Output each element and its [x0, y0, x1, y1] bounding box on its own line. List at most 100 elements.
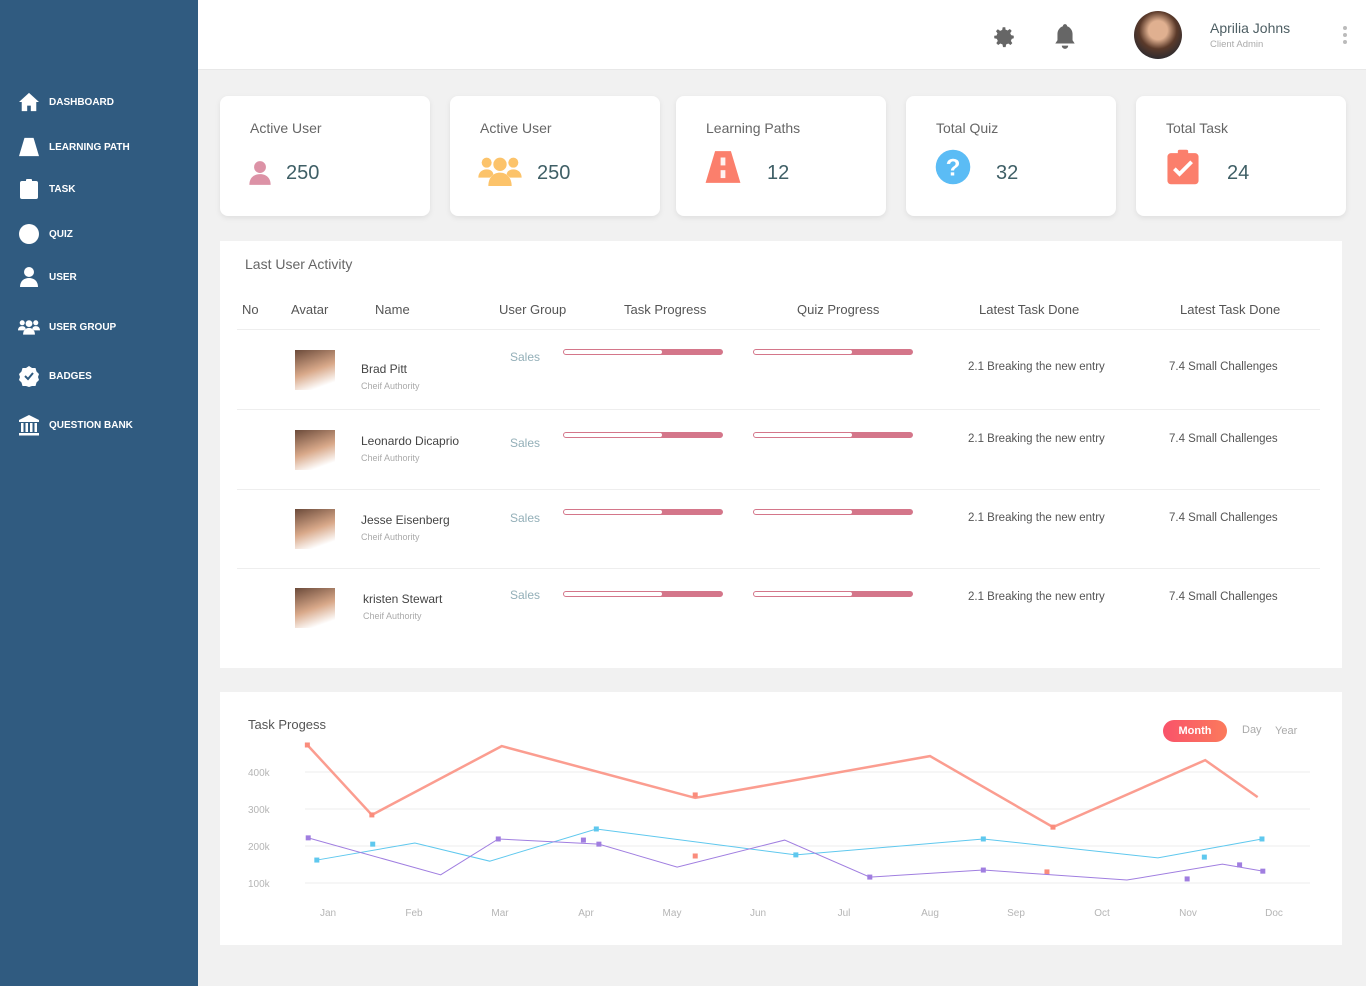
user-group: Sales [510, 436, 541, 450]
users-icon [18, 316, 40, 338]
sidebar-item-label: USER [49, 271, 77, 283]
svg-text:?: ? [946, 155, 961, 182]
data-point-red [692, 853, 698, 859]
sidebar-item-user[interactable]: USER [18, 266, 77, 288]
task-progress-chart: 100k 200k 300k 400k Jan Feb Mar Apr May Jun Jul Aug… [248, 742, 1310, 919]
sidebar-item-label: BADGES [49, 370, 92, 382]
y-tick-label: 300k [248, 805, 271, 816]
data-point-blue [370, 841, 376, 847]
task-progress-bar [563, 432, 723, 438]
user-icon [18, 266, 40, 288]
latest-task-done: 2.1 Breaking the new entry [968, 361, 1105, 373]
quiz-progress-bar [753, 432, 913, 438]
y-tick-label: 200k [248, 842, 271, 853]
x-tick-label: Apr [578, 908, 594, 919]
sidebar-item-question-bank[interactable]: QUESTION BANK [18, 414, 133, 436]
data-point-blue [314, 857, 320, 863]
stat-card-active-user[interactable]: Active User 250 [450, 96, 660, 216]
card-title: Total Quiz [936, 120, 999, 136]
gear-icon[interactable] [991, 24, 1017, 50]
data-point-red [1050, 824, 1056, 830]
latest-task-done-2: 7.4 Small Challenges [1169, 361, 1278, 373]
column-header: User Group [499, 302, 567, 317]
more-options-icon[interactable] [1343, 26, 1347, 44]
table-row[interactable]: Leonardo Dicaprio Cheif Authority Sales … [237, 410, 1320, 490]
user-group: Sales [510, 350, 541, 364]
road-icon [704, 148, 742, 191]
users-icon [478, 156, 522, 191]
stat-card-total-task[interactable]: Total Task 24 [1136, 96, 1346, 216]
x-tick-label: May [663, 908, 682, 919]
stat-card-total-quiz[interactable]: Total Quiz ? 32 [906, 96, 1116, 216]
column-header: Latest Task Done [1180, 302, 1281, 317]
data-point-red [692, 792, 698, 798]
y-tick-label: 100k [248, 879, 271, 890]
task-progress-bar [563, 509, 723, 515]
series-line-red [306, 744, 1259, 829]
user-group: Sales [510, 511, 541, 525]
data-point-purple [580, 837, 586, 843]
clipboard-check-icon [18, 178, 40, 200]
latest-task-done-2: 7.4 Small Challenges [1169, 591, 1278, 603]
stat-card-learning-paths[interactable]: Learning Paths 12 [676, 96, 886, 216]
quiz-progress-bar [753, 591, 913, 597]
card-value: 32 [996, 162, 1019, 184]
panel-title: Last User Activity [245, 256, 353, 272]
user-name[interactable]: kristen Stewart [363, 592, 443, 606]
latest-task-done-2: 7.4 Small Challenges [1169, 433, 1278, 445]
sidebar-item-dashboard[interactable]: DASHBOARD [18, 91, 114, 113]
x-tick-label: Mar [491, 908, 509, 919]
user-name[interactable]: Leonardo Dicaprio [361, 434, 460, 448]
table-row[interactable]: kristen Stewart Cheif Authority Sales 2.… [237, 569, 1320, 649]
bank-icon [18, 414, 40, 436]
user-role: Cheif Authority [361, 453, 420, 463]
data-point-blue [1259, 836, 1265, 842]
stat-card-active-user[interactable]: Active User 250 [220, 96, 430, 216]
sidebar-item-label: TASK [49, 183, 76, 195]
x-tick-label: Doc [1265, 908, 1283, 919]
column-header: Avatar [291, 302, 329, 317]
x-tick-label: Oct [1094, 908, 1110, 919]
data-point-red [304, 742, 310, 748]
card-value: 250 [286, 162, 320, 184]
top-header: Aprilia Johns Client Admin [198, 0, 1366, 70]
table-row[interactable]: Jesse Eisenberg Cheif Authority Sales 2.… [237, 489, 1320, 569]
day-toggle[interactable]: Day [1242, 724, 1262, 736]
user-name[interactable]: Jesse Eisenberg [361, 513, 450, 527]
year-toggle[interactable]: Year [1275, 725, 1298, 737]
sidebar-item-user-group[interactable]: USER GROUP [18, 316, 116, 338]
latest-task-done: 2.1 Breaking the new entry [968, 591, 1105, 603]
sidebar-item-label: USER GROUP [49, 321, 117, 333]
bell-icon[interactable] [1052, 23, 1078, 51]
sidebar-item-badges[interactable]: BADGES [18, 365, 92, 387]
user-name[interactable]: Brad Pitt [361, 362, 408, 376]
data-point-purple [1260, 868, 1266, 874]
latest-task-done: 2.1 Breaking the new entry [968, 433, 1105, 445]
month-toggle[interactable]: Month [1163, 720, 1227, 742]
clipboard-check-icon [1164, 148, 1202, 191]
latest-task-done-2: 7.4 Small Challenges [1169, 512, 1278, 524]
divider [237, 329, 1320, 330]
series-line-purple [308, 837, 1263, 881]
quiz-progress-bar [753, 349, 913, 355]
sidebar-item-quiz[interactable]: ? QUIZ [18, 223, 73, 245]
sidebar-item-task[interactable]: TASK [18, 178, 75, 200]
quiz-progress-bar [753, 509, 913, 515]
x-tick-label: Jan [320, 908, 336, 919]
data-point-purple [596, 841, 602, 847]
task-progress-bar [563, 349, 723, 355]
sidebar-item-label: LEARNING PATH [49, 141, 130, 153]
avatar [295, 350, 335, 390]
avatar [295, 509, 335, 549]
data-point-blue [980, 836, 986, 842]
user-avatar[interactable] [1134, 11, 1182, 59]
question-circle-icon: ? [18, 223, 40, 245]
task-progress-bar [563, 591, 723, 597]
sidebar-item-label: DASHBOARD [49, 96, 114, 108]
column-header: No [242, 302, 259, 317]
sidebar-item-learning-path[interactable]: LEARNING PATH [18, 136, 130, 158]
x-tick-label: Feb [405, 908, 423, 919]
table-row[interactable]: Brad Pitt Cheif Authority Sales 2.1 Brea… [237, 330, 1320, 410]
card-value: 12 [767, 162, 790, 184]
data-point-blue [1201, 854, 1207, 860]
